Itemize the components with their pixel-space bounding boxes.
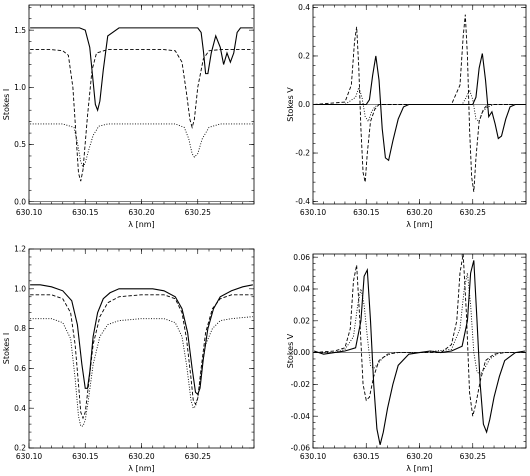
series-line-dotted — [314, 272, 525, 376]
y-tick-label: 0.5 — [14, 140, 26, 149]
y-tick-label: -0.06 — [291, 444, 311, 453]
y-tick-label: 0.2 — [298, 52, 310, 61]
x-tick-label: 630.15 — [72, 452, 98, 461]
plot-frame — [28, 4, 255, 205]
y-tick-label: 1.2 — [14, 245, 26, 254]
y-axis-label: Stokes I — [2, 333, 11, 364]
y-tick-label: 0.04 — [293, 285, 310, 294]
y-tick-label: 0.06 — [293, 253, 310, 262]
y-tick-label: 0.0 — [14, 197, 26, 206]
x-tick-label: 630.15 — [353, 452, 379, 461]
y-tick-label: 1.0 — [14, 83, 26, 92]
panel-bottom-right-stokes-v: 630.10 630.15 630.20 630.25 -0.06 -0.04 -0.02 0… — [286, 253, 527, 473]
x-tick-label: 630.25 — [185, 208, 211, 217]
panel-bottom-left-stokes-i: 630.10 630.15 630.20 630.25 0.2 0.4 0.6 0.8 1.0 1… — [2, 245, 255, 473]
series-line-dotted — [30, 123, 253, 169]
x-tick-label: 630.20 — [128, 452, 154, 461]
series-line-solid — [30, 284, 253, 396]
y-axis-label: Stokes V — [286, 87, 295, 122]
y-tick-label: 0.4 — [14, 404, 26, 413]
y-tick-label: 0.8 — [14, 324, 26, 333]
plot-frame — [28, 248, 255, 449]
y-tick-label: -0.04 — [291, 412, 311, 421]
y-tick-label: 0.2 — [14, 444, 26, 453]
series-line-solid — [314, 53, 525, 162]
x-tick-label: 630.20 — [406, 452, 432, 461]
x-tick-label: 630.10 — [16, 208, 42, 217]
x-tick-label: 630.10 — [300, 452, 326, 461]
series-line-dashed — [314, 14, 525, 192]
series-line-dashed — [30, 294, 253, 420]
y-tick-label: -0.02 — [291, 380, 311, 389]
x-tick-label: 630.10 — [16, 452, 42, 461]
y-tick-label: 0.4 — [298, 3, 310, 12]
y-tick-label: 0.02 — [293, 316, 310, 325]
x-tick-label: 630.25 — [185, 452, 211, 461]
y-tick-label: -0.4 — [295, 197, 310, 206]
x-tick-label: 630.20 — [406, 208, 432, 217]
x-tick-label: 630.25 — [460, 208, 486, 217]
y-tick-label: 1.0 — [14, 284, 26, 293]
y-tick-label: 1.5 — [14, 26, 26, 35]
series-line-dotted — [314, 86, 525, 123]
panel-top-left-stokes-i: 630.10 630.15 630.20 630.25 0.0 0.5 1.0 1.5 λ [n… — [2, 4, 255, 229]
y-axis-label: Stokes I — [2, 89, 11, 120]
panel-top-right-stokes-v: 630.10 630.15 630.20 630.25 -0.4 -0.2 0.0 0.2 0.… — [286, 3, 527, 229]
series-line-dashed — [314, 253, 525, 417]
x-axis-label: λ [nm] — [406, 464, 432, 473]
y-tick-label: 0.6 — [14, 364, 26, 373]
x-tick-label: 630.15 — [353, 208, 379, 217]
y-tick-label: 0.00 — [293, 348, 310, 357]
x-tick-label: 630.15 — [72, 208, 98, 217]
y-tick-label: 0.0 — [298, 100, 310, 109]
y-axis-label: Stokes V — [286, 333, 295, 368]
series-line-solid — [30, 27, 253, 113]
x-tick-label: 630.25 — [460, 452, 486, 461]
x-tick-label: 630.20 — [128, 208, 154, 217]
y-tick-label: -0.2 — [295, 149, 310, 158]
x-tick-label: 630.10 — [300, 208, 326, 217]
x-axis-label: λ [nm] — [128, 464, 154, 473]
series-line-dashed — [30, 49, 253, 182]
x-axis-label: λ [nm] — [128, 220, 154, 229]
x-axis-label: λ [nm] — [406, 220, 432, 229]
series-line-dotted — [30, 316, 253, 427]
